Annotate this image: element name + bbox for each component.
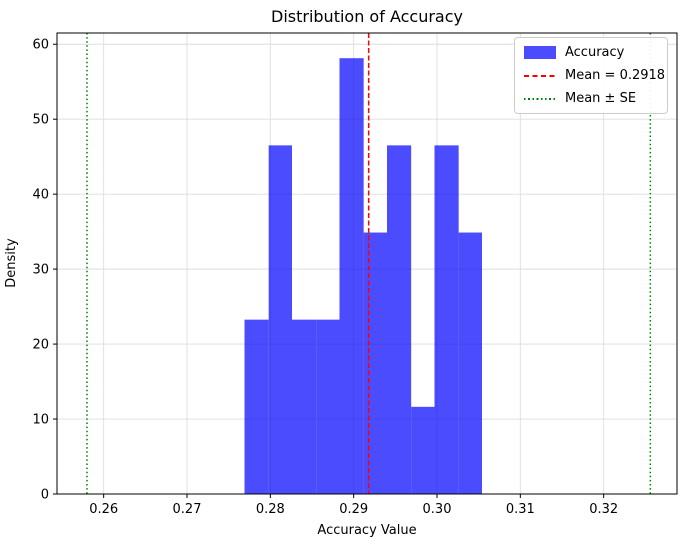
y-tick-label: 50 <box>32 113 49 128</box>
axes-frame <box>56 32 678 495</box>
legend-item-accuracy: Accuracy <box>524 45 658 60</box>
accuracy-patch-swatch <box>524 46 556 59</box>
y-axis-label: Density <box>4 238 19 288</box>
legend: Accuracy Mean = 0.2918 Mean ± SE <box>514 37 668 114</box>
y-tick-label: 40 <box>32 188 49 203</box>
x-tick-label: 0.32 <box>589 502 618 517</box>
histogram-bar <box>363 232 387 494</box>
se-dotted-line-swatch <box>524 97 556 100</box>
legend-item-mean: Mean = 0.2918 <box>524 68 665 83</box>
x-tick-label: 0.30 <box>423 502 452 517</box>
chart-title: Distribution of Accuracy <box>271 7 463 26</box>
histogram-bar <box>411 406 435 494</box>
y-tick-label: 20 <box>32 338 49 353</box>
histogram-bar <box>339 58 364 494</box>
y-tick-label: 60 <box>32 38 49 53</box>
x-tick-label: 0.28 <box>256 502 285 517</box>
legend-label-mean: Mean = 0.2918 <box>565 68 666 83</box>
x-tick-label: 0.27 <box>173 502 202 517</box>
legend-label-mean-se: Mean ± SE <box>565 91 637 106</box>
x-axis-label: Accuracy Value <box>317 523 416 538</box>
x-tick-label: 0.31 <box>506 502 535 517</box>
histogram-bar <box>434 145 459 494</box>
histogram-bar <box>268 145 292 494</box>
legend-item-mean-se: Mean ± SE <box>524 91 658 106</box>
y-tick-label: 30 <box>32 263 49 278</box>
tick-labels: 0.26 0.27 0.28 0.29 0.30 0.31 0.32 0 10 20 30 40 50 6… <box>32 38 618 517</box>
x-tick-label: 0.29 <box>339 502 368 517</box>
axis-ticks <box>53 43 605 498</box>
histogram-bar <box>244 319 269 494</box>
y-tick-label: 0 <box>41 488 49 503</box>
reference-lines <box>86 33 652 494</box>
histogram-bar <box>387 145 412 494</box>
histogram-bar <box>292 319 317 494</box>
x-tick-label: 0.26 <box>89 502 118 517</box>
legend-label-accuracy: Accuracy <box>565 45 625 60</box>
y-tick-label: 10 <box>32 413 49 428</box>
mean-dashed-line-swatch <box>524 74 556 77</box>
histogram-bar <box>316 319 340 494</box>
histogram-bar <box>458 232 482 494</box>
histogram-bars <box>244 58 482 494</box>
